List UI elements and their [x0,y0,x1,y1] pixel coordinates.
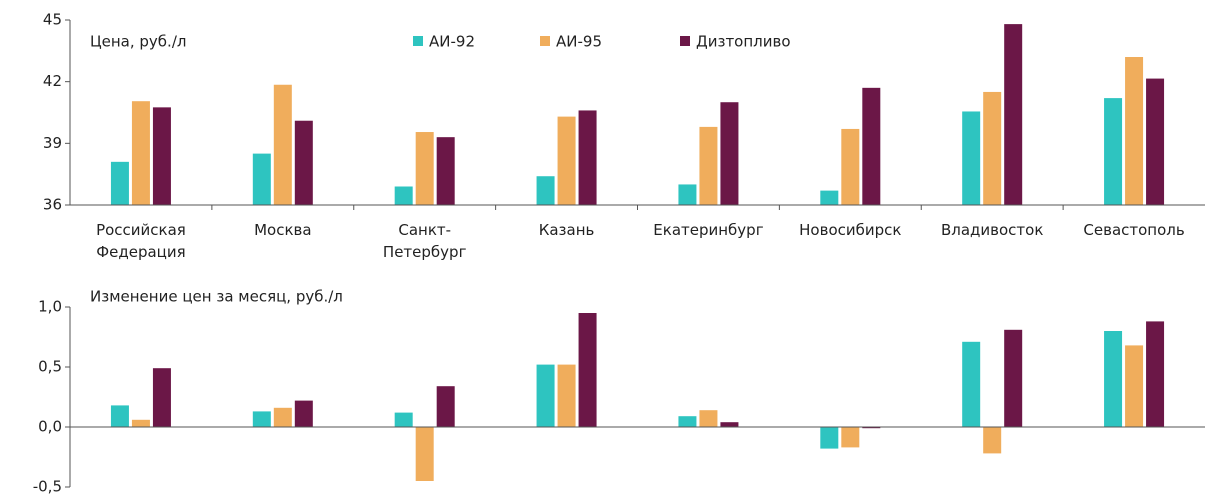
bar [131,419,150,427]
x-tick-label: Новосибирск [799,221,901,239]
bar [131,101,150,205]
x-tick-label: Москва [254,221,311,239]
bar [1004,329,1023,427]
x-tick-label: Екатеринбург [653,221,763,239]
legend-label: АИ-95 [556,33,602,51]
bar [1104,331,1123,427]
bar [294,400,313,427]
y-axis-label: Цена, руб./л [90,33,186,51]
y-tick-label: 0,0 [38,418,62,436]
x-tick-label: Владивосток [941,221,1043,239]
bar [436,137,455,205]
bar [1125,57,1144,205]
x-tick-label: Казань [539,221,595,239]
bar [252,153,271,205]
bar [820,190,839,205]
legend-swatch [413,36,423,46]
bar [578,110,597,205]
legend-label: АИ-92 [429,33,475,51]
y-tick-label: 42 [43,72,62,90]
bar [678,184,697,205]
bar [983,427,1002,454]
y-axis-label: Изменение цен за месяц, руб./л [90,288,343,306]
bar [394,186,413,205]
bar [1146,78,1165,205]
bar [152,368,171,427]
bar [1004,24,1023,205]
bar [1104,98,1123,205]
bar [1146,321,1165,427]
legend-swatch [540,36,550,46]
bar [720,422,739,427]
bar [983,91,1002,205]
bar [862,87,881,205]
bar [273,407,292,427]
bar [962,341,981,427]
bar [962,111,981,205]
legend-label: Дизтопливо [696,33,791,51]
y-tick-label: 1,0 [38,298,62,316]
y-tick-label: 39 [43,134,62,152]
bar [699,126,718,205]
x-tick-label: Севастополь [1083,221,1184,239]
bar [294,120,313,205]
bar [578,313,597,427]
bar [252,411,271,427]
bar [394,412,413,427]
bar [436,386,455,427]
x-tick-label: Российская Федерация [96,221,186,261]
bar [820,427,839,449]
bar [415,427,434,481]
legend-swatch [680,36,690,46]
bar [110,161,129,205]
bar [152,107,171,205]
bar [110,405,129,427]
bar [720,102,739,205]
bar [557,116,576,205]
bar [557,364,576,427]
bar [536,176,555,205]
bar [699,410,718,427]
bar [841,427,860,448]
bar [862,427,881,429]
bar [1125,345,1144,427]
y-tick-label: 0,5 [38,358,62,376]
bar [415,132,434,205]
y-tick-label: 45 [43,11,62,29]
y-tick-label: -0,5 [33,478,62,496]
bar [536,364,555,427]
y-tick-label: 36 [43,196,62,214]
x-tick-label: Санкт-Петербург [383,221,467,261]
bar [678,416,697,427]
bar [841,128,860,205]
bar [273,84,292,205]
